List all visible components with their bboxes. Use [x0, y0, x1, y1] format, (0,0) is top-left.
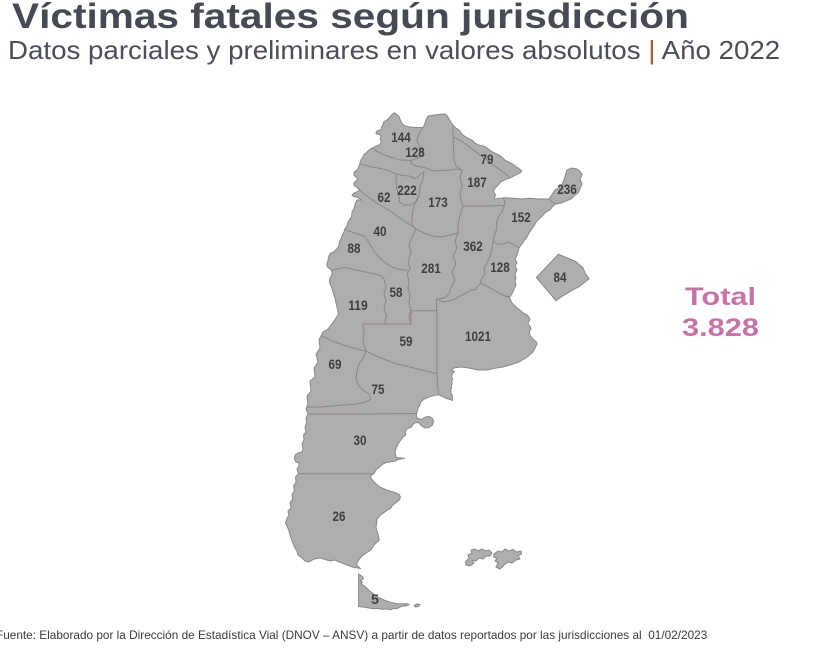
svg-text:236: 236 — [557, 181, 577, 197]
svg-text:128: 128 — [490, 259, 510, 275]
svg-text:88: 88 — [348, 240, 361, 256]
svg-text:281: 281 — [421, 260, 441, 276]
svg-text:222: 222 — [397, 182, 417, 198]
svg-text:152: 152 — [511, 209, 531, 225]
svg-text:79: 79 — [481, 151, 494, 167]
svg-text:40: 40 — [374, 223, 387, 239]
svg-text:84: 84 — [554, 269, 567, 285]
svg-text:1021: 1021 — [465, 328, 491, 344]
svg-text:69: 69 — [329, 356, 342, 372]
svg-text:58: 58 — [390, 284, 403, 300]
svg-text:119: 119 — [348, 297, 368, 313]
svg-text:59: 59 — [400, 333, 413, 349]
svg-text:62: 62 — [378, 189, 391, 205]
svg-text:5: 5 — [371, 591, 379, 607]
svg-text:128: 128 — [405, 144, 425, 160]
svg-text:75: 75 — [372, 381, 385, 397]
svg-text:362: 362 — [463, 238, 483, 254]
svg-text:173: 173 — [428, 194, 448, 210]
svg-text:187: 187 — [467, 174, 487, 190]
svg-text:144: 144 — [391, 129, 411, 145]
svg-text:26: 26 — [333, 508, 346, 524]
svg-text:30: 30 — [354, 432, 367, 448]
